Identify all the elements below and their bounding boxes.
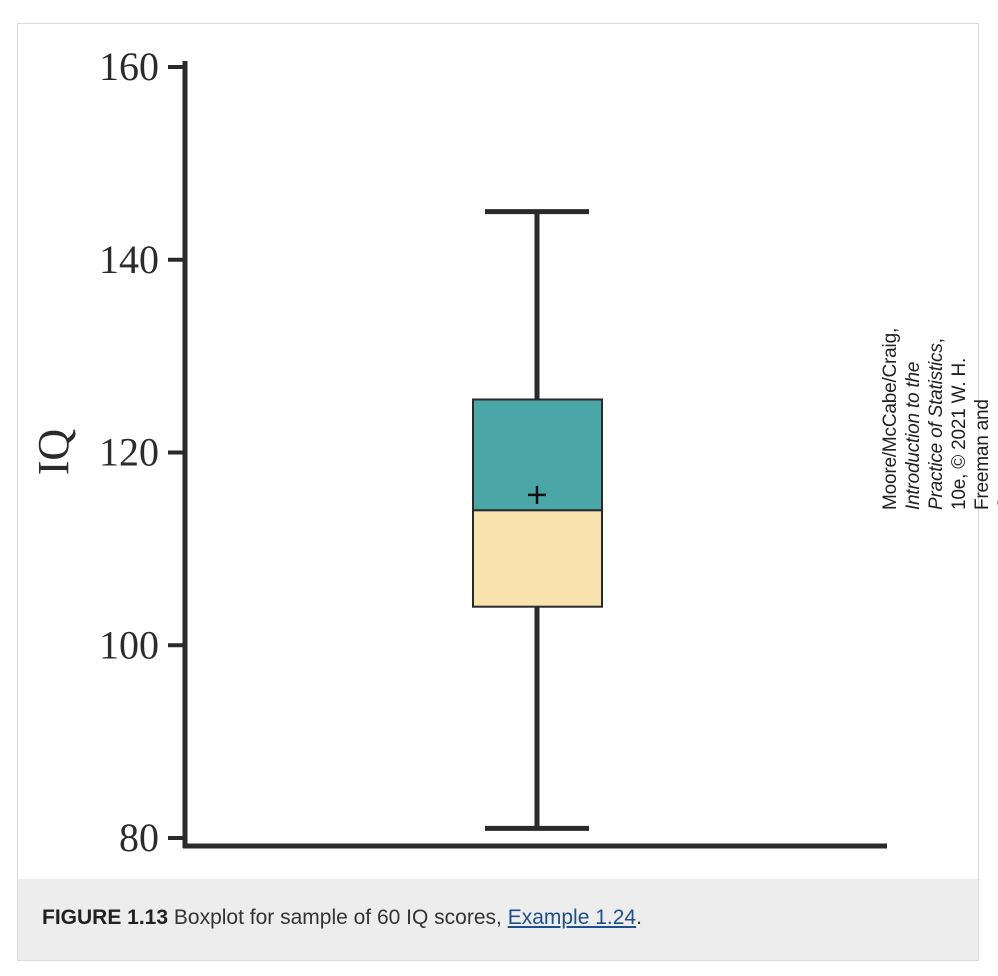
boxplot [472, 209, 603, 831]
y-ticks: 80 100 120 140 160 [99, 44, 185, 860]
lower-box-median-q1 [472, 509, 603, 608]
figure-label: FIGURE 1.13 [42, 906, 169, 929]
y-tick-label: 100 [99, 622, 159, 667]
y-tick-label: 80 [119, 815, 159, 860]
credit-book-title: Introduction to the Practice of Statisti… [903, 343, 948, 511]
y-axis-title: IQ [29, 429, 78, 476]
caption-text: Boxplot for sample of 60 IQ scores, [168, 906, 508, 929]
y-tick-label: 140 [99, 237, 159, 282]
caption-end: . [636, 906, 642, 929]
y-tick-label: 160 [99, 44, 159, 89]
y-tick-label: 120 [99, 430, 159, 475]
example-link[interactable]: Example 1.24 [507, 906, 637, 929]
image-credit-text: Moore/McCabe/Craig, Introduction to the … [879, 328, 998, 510]
credit-authors: Moore/McCabe/Craig, [880, 327, 902, 511]
figure-caption: FIGURE 1.13 Boxplot for sample of 60 IQ … [18, 879, 978, 960]
image-credit: Moore/McCabe/Craig, Introduction to the … [880, 24, 998, 814]
